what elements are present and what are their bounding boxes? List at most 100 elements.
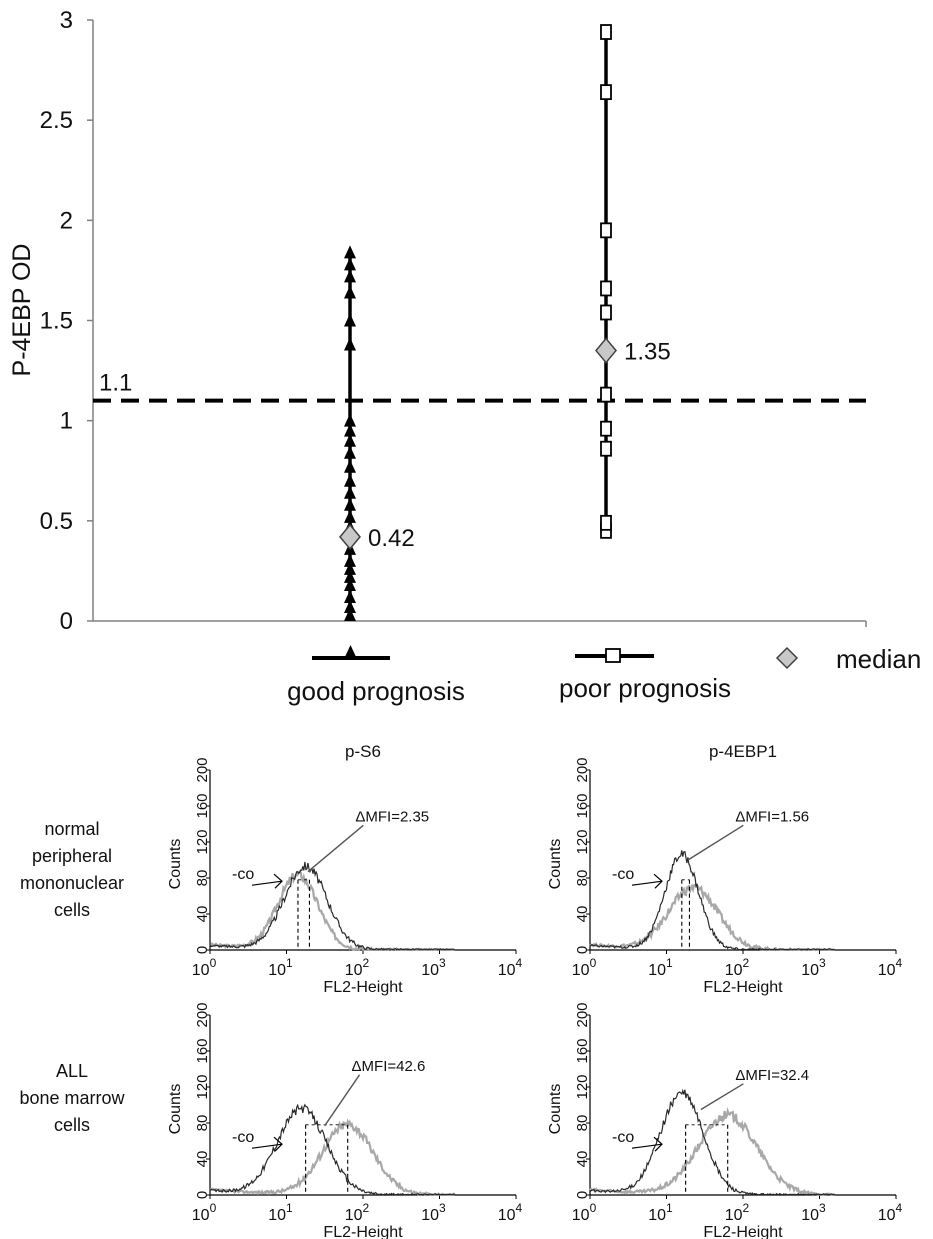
histogram-treated-curve (590, 885, 835, 950)
hist-x-tick-label: 102 (345, 1201, 370, 1224)
hist-y-tick-label: 80 (574, 1115, 591, 1132)
hist-y-tick-label: 200 (574, 1002, 591, 1027)
data-point (344, 257, 356, 270)
hist-y-tick-label: 200 (194, 757, 211, 782)
hist-x-tick-label: 103 (421, 1201, 446, 1224)
data-point (601, 516, 611, 530)
hist-y-label: Counts (547, 1084, 564, 1135)
control-label: -co (232, 1129, 254, 1146)
control-label: -co (232, 866, 254, 883)
hist-y-tick-label: 80 (194, 870, 211, 887)
hist-x-tick-label: 101 (648, 1201, 673, 1224)
hist-y-tick-label: 80 (574, 870, 591, 887)
row-label-line: ALL (56, 1061, 88, 1081)
hist-x-tick-label: 103 (801, 1201, 826, 1224)
column-title-p-4ebp1: p-4EBP1 (709, 742, 777, 761)
y-tick-label: 3 (60, 7, 73, 34)
control-arrow (632, 1144, 662, 1148)
legend-entry-median: median (777, 644, 921, 674)
legend-diamond (777, 648, 797, 668)
hist-y-label: Counts (167, 1084, 184, 1135)
series-poor-prognosis: 1.35 (596, 25, 671, 538)
hist-x-tick-label: 103 (421, 956, 446, 979)
scatter-legend: good prognosis poor prognosis median (287, 644, 921, 706)
data-point (601, 442, 611, 456)
hist-x-tick-label: 102 (345, 956, 370, 979)
legend-entry-poor-prognosis: poor prognosis (559, 649, 731, 703)
hist-y-tick-label: 160 (574, 793, 591, 818)
row-label-line: normal (44, 819, 99, 839)
median-label: 0.42 (368, 525, 415, 552)
series-good-prognosis: 0.42 (340, 245, 415, 621)
delta-mfi-pointer (308, 825, 363, 871)
legend-entry-good-prognosis: good prognosis (287, 645, 465, 706)
hist-x-tick-label: 101 (648, 956, 673, 979)
hist-y-tick-label: 200 (194, 1002, 211, 1027)
histogram-panels: p-S6 p-4EBP1normalperipheralmononuclearce… (19, 742, 902, 1239)
median-label: 1.35 (624, 339, 671, 366)
hist-x-label: FL2-Height (703, 979, 783, 996)
hist-y-label: Counts (167, 839, 184, 890)
data-point (344, 510, 356, 523)
threshold-label: 1.1 (99, 370, 132, 397)
legend-label: median (836, 644, 921, 674)
histogram-treated-curve (590, 1111, 835, 1195)
column-title-p-s6: p-S6 (345, 742, 381, 761)
delta-mfi-pointer (688, 825, 743, 860)
hist-x-label: FL2-Height (323, 1224, 403, 1239)
control-label: -co (612, 866, 634, 883)
data-point (344, 446, 356, 459)
delta-mfi-label: ΔMFI=32.4 (735, 1067, 809, 1084)
histogram-panel: 0 40 80 120 160 200 Counts 100 101 102 103 104 FL2-H… (547, 757, 903, 996)
hist-y-tick-label: 120 (194, 1074, 211, 1099)
delta-mfi-label: ΔMFI=42.6 (352, 1058, 426, 1075)
row-label-line: cells (54, 900, 90, 920)
hist-y-tick-label: 40 (574, 906, 591, 923)
data-point (601, 305, 611, 319)
hist-x-tick-label: 101 (268, 1201, 293, 1224)
hist-y-tick-label: 40 (574, 1151, 591, 1168)
hist-y-label: Counts (547, 839, 564, 890)
y-tick-label: 0 (60, 608, 73, 635)
hist-x-label: FL2-Height (323, 979, 403, 996)
hist-x-tick-label: 100 (572, 956, 597, 979)
data-point (601, 85, 611, 99)
median-marker (596, 339, 616, 363)
hist-y-tick-label: 120 (194, 829, 211, 854)
histogram-control-curve (210, 1105, 455, 1195)
hist-y-tick-label: 120 (574, 1074, 591, 1099)
hist-y-tick-label: 40 (194, 1151, 211, 1168)
hist-x-label: FL2-Height (703, 1224, 783, 1239)
hist-x-tick-label: 100 (192, 1201, 217, 1224)
hist-y-tick-label: 0 (574, 1191, 591, 1199)
data-point (344, 414, 356, 427)
data-point (344, 314, 356, 327)
histogram-panel: 0 40 80 120 160 200 Counts 100 101 102 103 104 FL2-H… (167, 757, 523, 996)
control-label: -co (612, 1129, 634, 1146)
y-tick-label: 2 (60, 207, 73, 234)
data-point (601, 281, 611, 295)
hist-x-tick-label: 104 (878, 956, 903, 979)
scatter-chart: 0 0.5 1 1.5 2 2.5 3 P-4EBP OD 1.1 0.42 1.35 (8, 7, 866, 635)
median-marker (340, 525, 360, 549)
hist-y-tick-label: 80 (194, 1115, 211, 1132)
y-axis-label: P-4EBP OD (8, 244, 36, 377)
data-point (601, 388, 611, 402)
legend-label: good prognosis (287, 676, 465, 706)
control-arrow (252, 881, 282, 885)
delta-mfi-pointer (325, 1075, 360, 1126)
hist-y-tick-label: 0 (574, 946, 591, 954)
histogram-panel: 0 40 80 120 160 200 Counts 100 101 102 103 104 FL2-H… (547, 1002, 903, 1239)
delta-mfi-label: ΔMFI=1.56 (735, 808, 809, 825)
hist-y-tick-label: 160 (194, 1038, 211, 1063)
hist-x-tick-label: 104 (878, 1201, 903, 1224)
legend-label: poor prognosis (559, 673, 731, 703)
legend-triangle (344, 645, 357, 659)
hist-x-tick-label: 104 (498, 956, 523, 979)
data-point (601, 223, 611, 237)
hist-x-tick-label: 102 (725, 1201, 750, 1224)
hist-x-tick-label: 100 (572, 1201, 597, 1224)
delta-mfi-label: ΔMFI=2.35 (355, 808, 429, 825)
data-point (344, 460, 356, 473)
